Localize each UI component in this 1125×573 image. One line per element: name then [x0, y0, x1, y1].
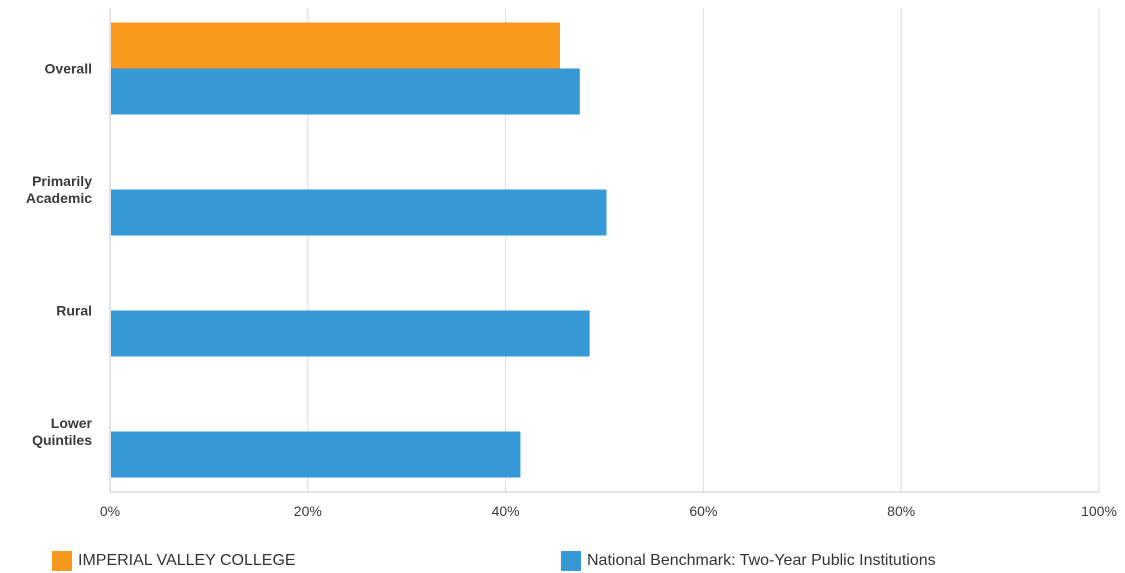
x-tick-label: 40%: [492, 503, 520, 519]
x-tick-label: 20%: [294, 503, 322, 519]
category-label: Quintiles: [32, 432, 92, 448]
bar-national-benchmark[interactable]: [111, 310, 590, 357]
x-tick-labels: 0% 20% 40% 60% 80% 100%: [100, 503, 1117, 519]
bar-imperial-valley[interactable]: [111, 22, 560, 69]
category-label: Academic: [26, 190, 92, 206]
x-tick-label: 80%: [887, 503, 915, 519]
x-tick-label: 100%: [1081, 503, 1117, 519]
category-label: Lower: [51, 415, 93, 431]
x-tick-label: 60%: [689, 503, 717, 519]
legend-item-imperial-valley[interactable]: IMPERIAL VALLEY COLLEGE: [52, 551, 296, 571]
bar-national-benchmark[interactable]: [111, 189, 607, 236]
legend-item-national-benchmark[interactable]: National Benchmark: Two-Year Public Inst…: [561, 551, 936, 571]
x-tick-label: 0%: [100, 503, 120, 519]
bar-national-benchmark[interactable]: [111, 431, 521, 478]
legend-swatch-imperial-valley: [52, 551, 72, 571]
category-label: Overall: [45, 61, 92, 77]
category-label: Rural: [56, 303, 92, 319]
bars: [111, 22, 607, 478]
legend-label-imperial-valley: IMPERIAL VALLEY COLLEGE: [78, 552, 296, 569]
axes: [109, 8, 1099, 493]
bar-national-benchmark[interactable]: [111, 68, 580, 115]
legend-swatch-national-benchmark: [561, 551, 581, 571]
legend-label-national-benchmark: National Benchmark: Two-Year Public Inst…: [587, 552, 936, 569]
category-label: Primarily: [32, 173, 92, 189]
